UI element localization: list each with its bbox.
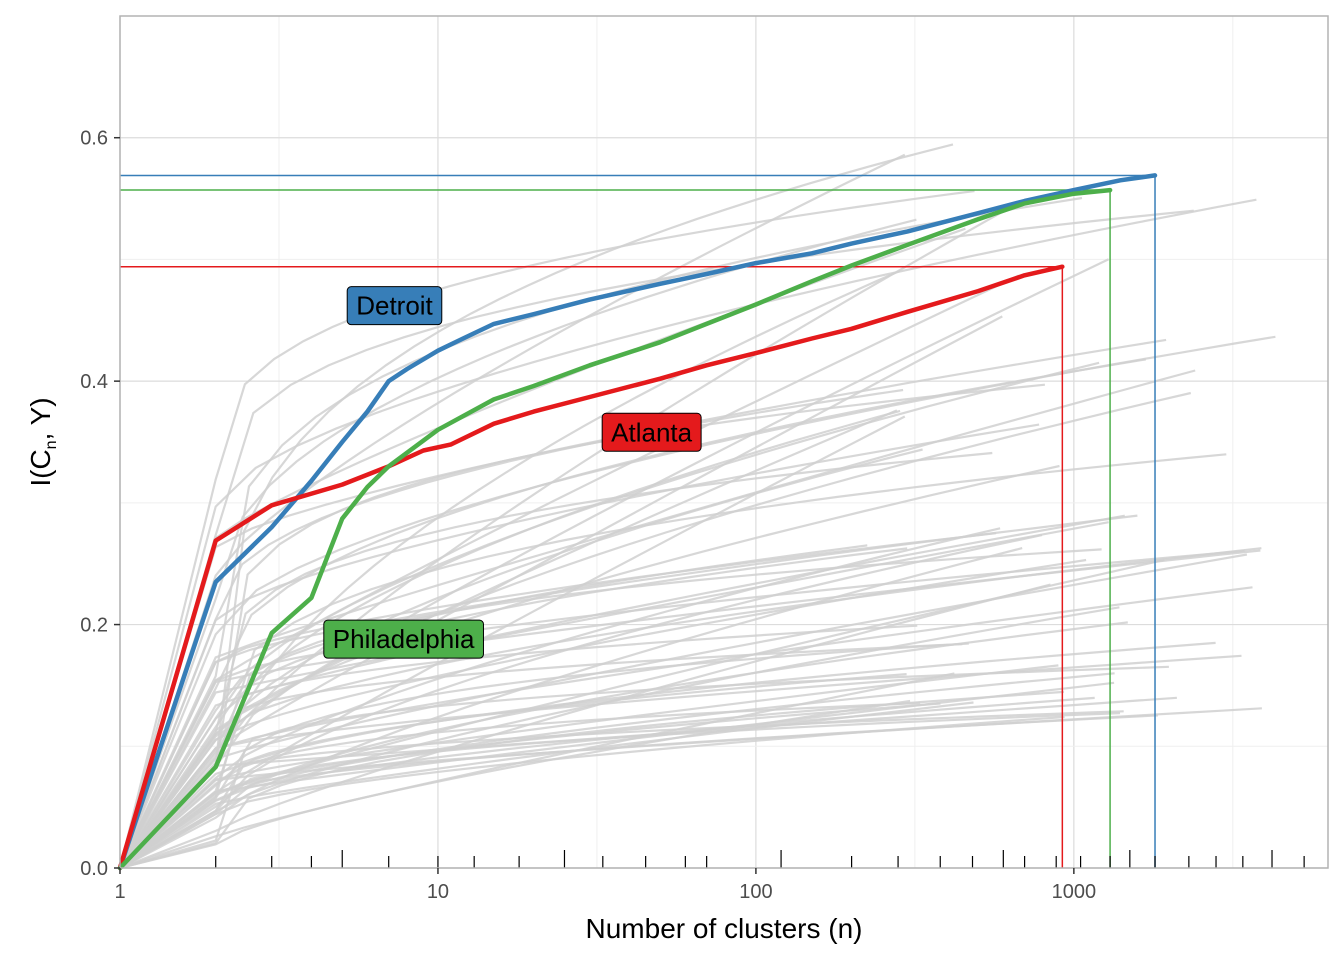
- background-city-line: [119, 514, 1125, 869]
- background-city-line: [119, 642, 969, 870]
- background-city-line: [119, 532, 997, 869]
- label-box: [601, 412, 702, 452]
- background-city-line: [119, 624, 918, 869]
- x-tick-label: 1: [114, 881, 125, 903]
- background-city-line: [119, 701, 921, 869]
- background-city-line: [118, 423, 1040, 869]
- background-city-line: [118, 388, 904, 869]
- background-city-line: [119, 315, 1003, 869]
- background-city-line: [118, 189, 975, 869]
- max-reference-lines: [120, 174, 1156, 868]
- y-tick-label: 0.6: [80, 128, 108, 150]
- label-text: Detroit: [356, 291, 433, 321]
- axes: 1 10 100 1000 0.0 0.2 0.4 0.6: [80, 128, 1096, 903]
- background-city-line: [119, 586, 1253, 869]
- x-rug-ticks: [215, 850, 1305, 868]
- series-line-detroit: [117, 173, 1158, 871]
- background-city-line: [119, 464, 1060, 869]
- background-city-line: [119, 654, 1242, 869]
- background-city-line: [118, 218, 917, 869]
- label-atlanta: Atlanta: [601, 412, 702, 452]
- y-axis-title: I(Cn, Y): [25, 397, 60, 486]
- background-city-line: [119, 534, 1043, 869]
- background-city-line: [119, 358, 1146, 869]
- series-line-philadelphia: [117, 187, 1113, 871]
- background-city-line: [119, 527, 1001, 869]
- background-city-line: [119, 415, 906, 869]
- label-text: Philadelphia: [333, 624, 475, 654]
- label-detroit: Detroit: [346, 286, 443, 326]
- y-tick-label: 0.0: [80, 858, 108, 880]
- background-city-line: [119, 558, 1087, 869]
- background-city-line: [119, 681, 1115, 869]
- background-city-line: [119, 553, 1248, 869]
- background-city-line: [119, 710, 1124, 869]
- background-city-line: [119, 206, 1011, 869]
- background-city-line: [119, 702, 941, 869]
- x-tick-label: 100: [739, 881, 772, 903]
- highlighted-city-lines: [117, 173, 1158, 871]
- background-city-line: [119, 701, 974, 869]
- background-city-line: [119, 547, 908, 869]
- label-box: [346, 286, 443, 326]
- background-city-line: [119, 547, 1262, 869]
- background-city-line: [119, 269, 901, 869]
- x-tick-label: 1000: [1052, 881, 1097, 903]
- series-line-atlanta: [117, 264, 1065, 871]
- background-city-line: [119, 672, 1115, 869]
- background-city-line: [119, 274, 1020, 869]
- background-city-line: [119, 521, 1109, 869]
- background-city-line: [119, 453, 1227, 869]
- y-tick-label: 0.4: [80, 371, 108, 393]
- city-labels: Detroit Atlanta Philadelphia: [323, 286, 702, 659]
- background-city-line: [118, 153, 906, 869]
- background-city-line: [119, 707, 1262, 869]
- y-tick-label: 0.2: [80, 615, 108, 637]
- label-text: Atlanta: [611, 417, 692, 447]
- panel-border: [119, 15, 1329, 869]
- x-axis-title: Number of clusters (n): [586, 913, 863, 944]
- x-tick-label: 10: [427, 881, 449, 903]
- background-city-line: [119, 665, 1169, 869]
- label-box: [323, 619, 484, 659]
- background-city-line: [119, 641, 1216, 869]
- background-city-lines: [118, 143, 1276, 870]
- label-philadelphia: Philadelphia: [323, 619, 484, 659]
